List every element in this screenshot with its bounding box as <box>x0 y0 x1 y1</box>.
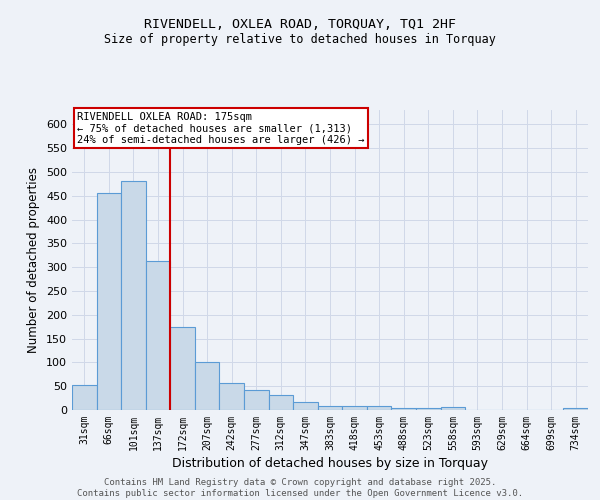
Bar <box>293 402 318 410</box>
Bar <box>416 408 440 410</box>
Bar <box>342 406 367 410</box>
Bar <box>121 182 146 410</box>
Bar <box>97 193 121 410</box>
Text: RIVENDELL, OXLEA ROAD, TORQUAY, TQ1 2HF: RIVENDELL, OXLEA ROAD, TORQUAY, TQ1 2HF <box>144 18 456 30</box>
Bar <box>170 326 195 410</box>
Bar <box>72 385 97 410</box>
Bar <box>146 261 170 410</box>
Bar <box>563 408 588 410</box>
X-axis label: Distribution of detached houses by size in Torquay: Distribution of detached houses by size … <box>172 457 488 470</box>
Bar <box>367 406 391 410</box>
Bar <box>391 408 416 410</box>
Bar <box>440 407 465 410</box>
Text: RIVENDELL OXLEA ROAD: 175sqm
← 75% of detached houses are smaller (1,313)
24% of: RIVENDELL OXLEA ROAD: 175sqm ← 75% of de… <box>77 112 365 144</box>
Bar <box>318 406 342 410</box>
Y-axis label: Number of detached properties: Number of detached properties <box>28 167 40 353</box>
Bar <box>269 395 293 410</box>
Text: Contains HM Land Registry data © Crown copyright and database right 2025.
Contai: Contains HM Land Registry data © Crown c… <box>77 478 523 498</box>
Bar <box>195 362 220 410</box>
Bar <box>244 390 269 410</box>
Bar <box>220 383 244 410</box>
Text: Size of property relative to detached houses in Torquay: Size of property relative to detached ho… <box>104 32 496 46</box>
